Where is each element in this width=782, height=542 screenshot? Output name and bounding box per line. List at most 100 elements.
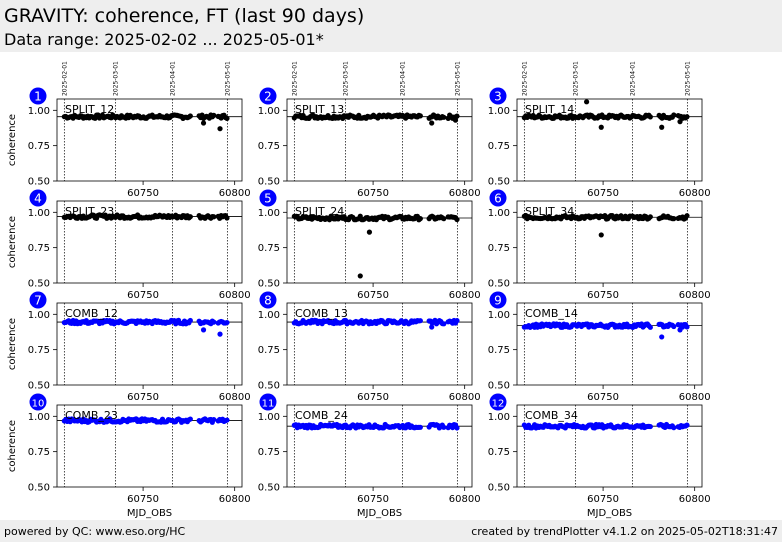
x-tick-label: 60750 xyxy=(127,392,159,403)
data-point xyxy=(671,112,677,118)
month-marker-label: 2025-05-01 xyxy=(684,61,691,96)
y-tick-label: 0.50 xyxy=(28,483,50,494)
x-tick-label: 60750 xyxy=(357,290,389,301)
month-marker-label: 2025-04-01 xyxy=(629,61,636,96)
y-tick-label: 1.00 xyxy=(488,106,510,117)
y-tick-label: 1.00 xyxy=(28,106,50,117)
x-tick-label: 60750 xyxy=(127,494,159,505)
panel-frame xyxy=(286,302,473,386)
y-axis-label: coherence xyxy=(7,114,18,166)
x-tick-label: 60800 xyxy=(219,494,251,505)
x-axis-label: MJD_OBS xyxy=(357,508,402,519)
y-tick-label: 1.00 xyxy=(258,412,280,423)
data-point xyxy=(454,113,460,119)
data-point xyxy=(441,216,447,222)
y-tick-label: 1.00 xyxy=(258,310,280,321)
panel-number: 6 xyxy=(494,192,502,206)
panel-frame xyxy=(516,404,703,488)
y-tick-label: 0.50 xyxy=(258,483,280,494)
panel-number: 8 xyxy=(264,294,272,308)
month-marker-label: 2025-02-01 xyxy=(61,61,68,96)
y-axis-label: coherence xyxy=(7,216,18,268)
x-tick-label: 60750 xyxy=(357,494,389,505)
data-point-outlier xyxy=(598,232,604,238)
x-tick-label: 60800 xyxy=(449,188,481,199)
data-point xyxy=(417,424,423,430)
panel-number: 1 xyxy=(34,90,42,104)
panel-number: 10 xyxy=(32,399,45,410)
data-point xyxy=(647,324,653,330)
month-marker-label: 2025-03-01 xyxy=(343,61,350,96)
data-point-outlier xyxy=(366,229,373,235)
y-tick-label: 0.50 xyxy=(258,279,280,290)
data-point xyxy=(647,114,653,120)
data-point-outlier xyxy=(217,126,223,132)
data-point xyxy=(684,114,690,120)
month-marker-label: 2025-03-01 xyxy=(113,61,120,96)
page-subtitle: Data range: 2025-02-02 ... 2025-05-01* xyxy=(4,30,324,49)
y-tick-label: 0.75 xyxy=(258,243,280,254)
panel-number-badge xyxy=(489,393,507,411)
footer-created: created by trendPlotter v4.1.2 on 2025-0… xyxy=(471,525,778,538)
chart-grid: 0.50 0.75 1.00 60750 60800 2025-02-01 2025-03-… xyxy=(7,61,711,519)
x-tick-label: 60800 xyxy=(679,494,711,505)
panel-number-badge xyxy=(489,189,507,207)
panel-frame xyxy=(286,404,473,488)
panel-number: 12 xyxy=(492,399,505,410)
data-point xyxy=(647,423,653,430)
y-tick-label: 1.00 xyxy=(488,412,510,423)
x-tick-label: 60750 xyxy=(357,392,389,403)
y-tick-label: 0.75 xyxy=(488,345,510,356)
panel-number: 5 xyxy=(264,192,272,206)
data-point xyxy=(671,216,677,222)
x-tick-label: 60750 xyxy=(127,290,159,301)
data-point xyxy=(441,424,447,430)
x-tick-label: 60800 xyxy=(219,392,251,403)
panel-name: SPLIT_24 xyxy=(295,205,344,218)
month-marker-label: 2025-04-01 xyxy=(399,61,406,96)
y-tick-label: 0.50 xyxy=(28,279,50,290)
y-tick-label: 0.50 xyxy=(28,381,50,392)
panel-name: COMB_24 xyxy=(295,409,348,422)
data-point xyxy=(417,216,423,222)
data-point-outlier xyxy=(598,124,604,130)
data-point xyxy=(454,425,460,431)
panel-name: SPLIT_14 xyxy=(525,103,574,116)
month-marker-label: 2025-05-01 xyxy=(454,61,461,96)
y-tick-label: 0.50 xyxy=(488,381,510,392)
data-point xyxy=(441,114,447,120)
x-tick-label: 60750 xyxy=(587,392,619,403)
x-tick-label: 60800 xyxy=(679,392,711,403)
x-tick-label: 60800 xyxy=(449,392,481,403)
y-tick-label: 0.50 xyxy=(28,177,50,188)
x-axis-label: MJD_OBS xyxy=(587,508,632,519)
y-tick-label: 0.75 xyxy=(28,243,50,254)
x-tick-label: 60750 xyxy=(127,188,159,199)
x-tick-label: 60750 xyxy=(357,188,389,199)
panel-frame xyxy=(516,200,703,284)
panel-name: COMB_23 xyxy=(65,409,118,422)
panel-name: SPLIT_34 xyxy=(525,205,574,218)
data-point xyxy=(187,214,193,220)
panel-frame xyxy=(516,302,703,386)
data-point xyxy=(224,115,230,121)
y-tick-label: 0.75 xyxy=(28,345,50,356)
y-tick-label: 0.50 xyxy=(488,279,510,290)
panel-number-badge xyxy=(29,87,47,105)
month-marker-label: 2025-02-01 xyxy=(521,61,528,96)
page-title: GRAVITY: coherence, FT (last 90 days) xyxy=(4,5,365,27)
y-tick-label: 0.75 xyxy=(258,447,280,458)
data-point xyxy=(224,319,230,326)
panel-name: SPLIT_12 xyxy=(65,103,114,116)
panel-number-badge xyxy=(489,291,507,309)
panel-number: 9 xyxy=(494,294,502,308)
data-point-outlier xyxy=(584,99,590,105)
month-marker-label: 2025-05-01 xyxy=(224,61,231,96)
x-tick-label: 60800 xyxy=(219,188,251,199)
y-tick-label: 1.00 xyxy=(28,208,50,219)
panel-number-badge xyxy=(259,393,277,411)
data-point xyxy=(211,319,217,325)
panel-frame xyxy=(56,404,243,488)
y-tick-label: 0.75 xyxy=(488,243,510,254)
y-tick-label: 1.00 xyxy=(488,208,510,219)
